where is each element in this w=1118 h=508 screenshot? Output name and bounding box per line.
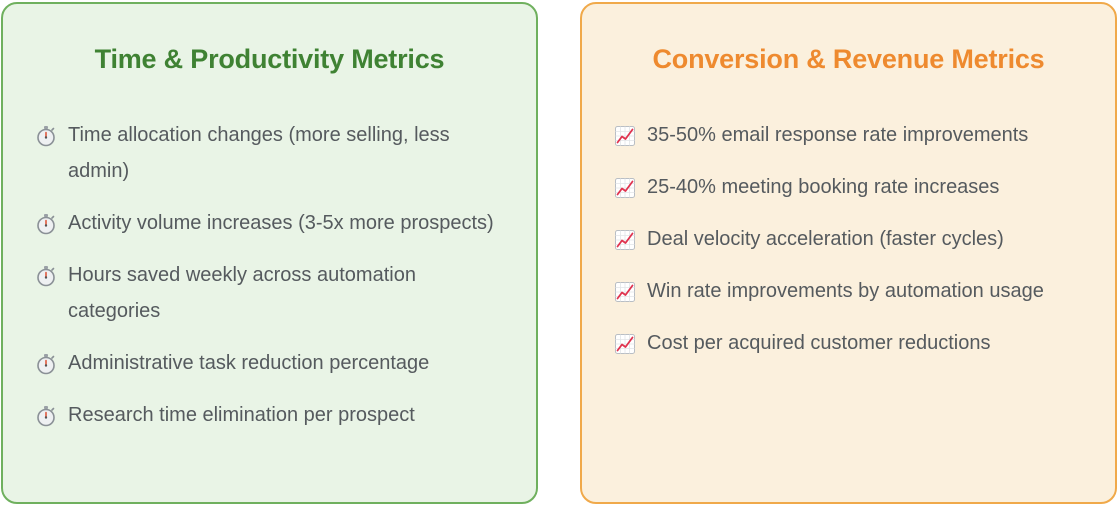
item-text: Time allocation changes (more selling, l…	[68, 124, 450, 182]
list-item: Administrative task reduction percentage	[35, 345, 512, 381]
list-item: Cost per acquired customer reductions	[614, 325, 1091, 361]
card-title: Time & Productivity Metrics	[94, 44, 445, 74]
stopwatch-icon	[37, 214, 55, 235]
metrics-list: 35-50% email response rate improvements …	[614, 117, 1091, 377]
chart-increasing-icon	[615, 126, 635, 146]
stopwatch-icon	[37, 126, 55, 147]
chart-increasing-icon	[615, 282, 635, 302]
chart-increasing-icon	[615, 230, 635, 250]
item-text: Deal velocity acceleration (faster cycle…	[647, 228, 1004, 250]
stopwatch-icon	[37, 354, 55, 375]
item-text: 25-40% meeting booking rate increases	[647, 176, 1000, 198]
stopwatch-icon	[37, 406, 55, 427]
item-text: Win rate improvements by automation usag…	[647, 280, 1044, 302]
item-text: Research time elimination per prospect	[68, 404, 415, 426]
list-item: Activity volume increases (3-5x more pro…	[35, 205, 512, 241]
list-item: Time allocation changes (more selling, l…	[35, 117, 512, 189]
chart-increasing-icon	[615, 178, 635, 198]
card-title: Conversion & Revenue Metrics	[652, 44, 1045, 74]
list-item: 35-50% email response rate improvements	[614, 117, 1091, 153]
item-text: Cost per acquired customer reductions	[647, 332, 991, 354]
time-productivity-card: Time & Productivity Metrics Time allocat…	[1, 2, 538, 504]
item-text: 35-50% email response rate improvements	[647, 124, 1029, 146]
stopwatch-icon	[37, 266, 55, 287]
list-item: Deal velocity acceleration (faster cycle…	[614, 221, 1091, 257]
chart-increasing-icon	[615, 334, 635, 354]
item-text: Activity volume increases (3-5x more pro…	[68, 212, 494, 234]
list-item: Win rate improvements by automation usag…	[614, 273, 1091, 309]
list-item: Hours saved weekly across automation cat…	[35, 257, 512, 329]
item-text: Hours saved weekly across automation cat…	[68, 264, 416, 322]
list-item: 25-40% meeting booking rate increases	[614, 169, 1091, 205]
conversion-revenue-card: Conversion & Revenue Metrics 35-50% emai…	[580, 2, 1117, 504]
metrics-list: Time allocation changes (more selling, l…	[35, 117, 512, 449]
item-text: Administrative task reduction percentage	[68, 352, 430, 374]
list-item: Research time elimination per prospect	[35, 397, 512, 433]
